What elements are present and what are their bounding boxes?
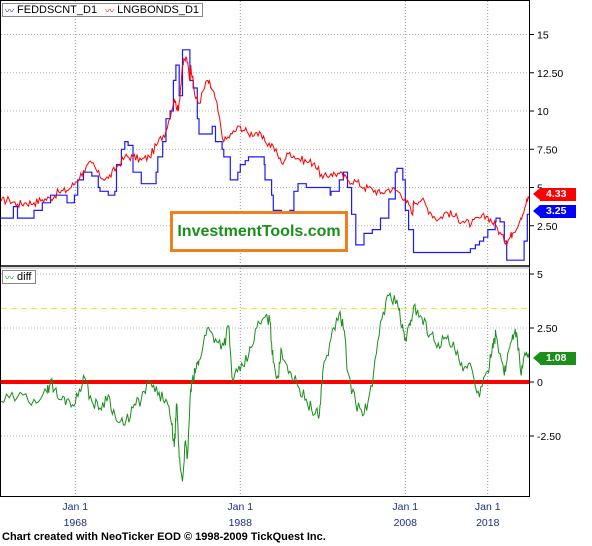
watermark-text: InvestmentTools.com (177, 222, 341, 240)
x-tick-label: Jan 1 (62, 501, 88, 513)
x-tick-label: 1968 (64, 517, 88, 529)
series-line-diff (0, 291, 530, 482)
line-chart-icon: 〰 (5, 273, 15, 284)
x-tick-label: Jan 1 (475, 501, 501, 513)
line-chart-icon: 〰 (5, 6, 15, 17)
line-chart-icon: 〰 (105, 6, 115, 17)
y-tick-label: 10 (537, 106, 549, 118)
series-line-lngbonds (0, 56, 530, 246)
y-tick-label: 7.50 (537, 144, 558, 156)
legend-item-diff: diff (17, 271, 32, 283)
reference-lines (1, 307, 529, 384)
legend-item-bonds: LNGBONDS_D1 (117, 4, 200, 16)
y-tick-label: 0 (537, 377, 543, 389)
x-tick-label: Jan 1 (227, 501, 253, 513)
legend-top: 〰 FEDDSCNT_D1 〰 LNGBONDS_D1 (2, 3, 204, 17)
y-axis-bottom: 5 2.50 0 -2.50 (529, 269, 561, 443)
series-layer (0, 49, 530, 482)
y-tick-label: -2.50 (537, 431, 561, 443)
badge-bonds: 4.33 (533, 188, 576, 201)
legend-item-fed: FEDDSCNT_D1 (17, 4, 98, 16)
y-tick-label: 12.50 (537, 68, 563, 80)
legend-bottom: 〰 diff (2, 270, 36, 284)
y-tick-label: 5 (537, 269, 543, 281)
y-tick-label: 15 (537, 30, 549, 42)
x-axis: Jan 1 1968 Jan 1 1988 Jan 1 2008 Jan 1 2018 (62, 501, 500, 529)
watermark-logo: InvestmentTools.com (170, 211, 348, 252)
y-tick-label: 2.50 (537, 221, 558, 233)
x-tick-label: 2008 (394, 517, 418, 529)
x-tick-label: 2018 (476, 517, 500, 529)
badge-diff: 1.08 (533, 352, 576, 365)
x-tick-label: Jan 1 (392, 501, 418, 513)
x-tick-label: 1988 (229, 517, 253, 529)
y-tick-label: 2.50 (537, 323, 558, 335)
footer-credit: Chart created with NeoTicker EOD © 1998-… (2, 531, 326, 543)
series-line-feddscnt (1, 49, 529, 261)
badge-fed: 3.25 (533, 205, 576, 218)
